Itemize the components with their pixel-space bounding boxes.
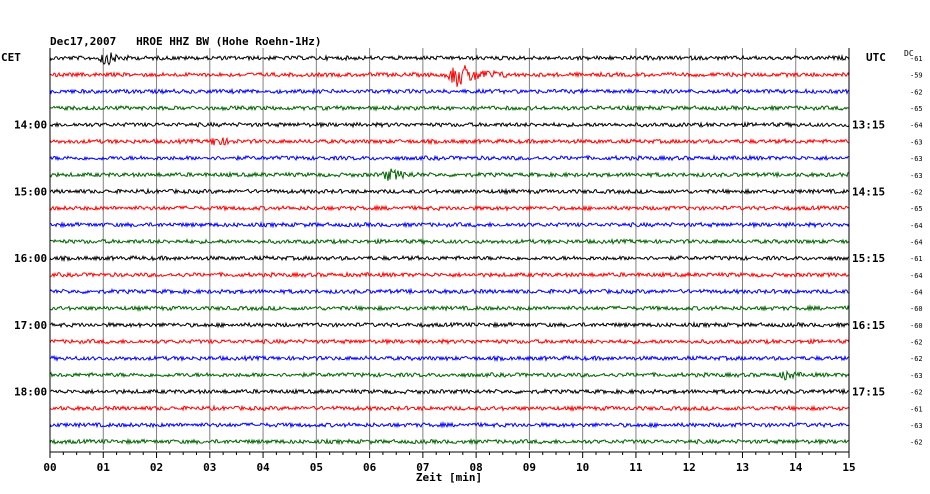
dc-offset-label: -62 — [910, 355, 923, 363]
dc-offset-label: -61 — [910, 55, 923, 63]
x-tick-label: 06 — [363, 461, 377, 474]
dc-offset-label: -62 — [910, 339, 923, 347]
dc-offset-label: -63 — [910, 422, 923, 430]
trace-line — [49, 404, 850, 412]
x-tick-label: 04 — [256, 461, 270, 474]
dc-offset-label: -61 — [910, 255, 923, 263]
dc-offset-label: -64 — [910, 222, 923, 230]
x-tick-label: 14 — [789, 461, 803, 474]
x-tick-label: 00 — [43, 461, 56, 474]
trace-line — [49, 437, 849, 446]
axes — [49, 48, 850, 458]
x-tick-label: 08 — [470, 461, 483, 474]
trace-line — [50, 270, 850, 279]
trace-line — [49, 369, 850, 381]
dc-offset-label: -62 — [910, 188, 923, 196]
trace-line — [49, 237, 850, 246]
trace-line — [49, 354, 850, 363]
labels: 00 01 02 03 04 05 06 07 08 09 10 11 12 13 14 15 -61 -59 -6… — [14, 55, 923, 474]
trace-line — [49, 120, 850, 129]
x-tick-label: 09 — [523, 461, 536, 474]
dc-offset-label: -63 — [910, 372, 923, 380]
left-hour-label: 14:00 — [14, 119, 47, 132]
dc-offset-label: -63 — [910, 172, 923, 180]
trace-line — [49, 168, 850, 181]
trace-line — [49, 420, 850, 429]
right-timezone-label: UTC — [866, 51, 886, 64]
grid — [102, 48, 797, 450]
trace-line — [49, 187, 850, 196]
dc-offset-label: -62 — [910, 88, 923, 96]
trace-line — [49, 204, 850, 212]
x-tick-label: 13 — [736, 461, 749, 474]
trace-line — [50, 65, 850, 87]
left-hour-label: 15:00 — [14, 185, 47, 198]
trace-line — [50, 221, 850, 229]
x-tick-label: 07 — [416, 461, 429, 474]
trace-line — [49, 87, 850, 95]
dc-offset-label: -64 — [910, 238, 923, 246]
dc-offset-label: -60 — [910, 305, 923, 313]
right-hour-label: 16:15 — [852, 319, 885, 332]
dc-offset-label: -62 — [910, 439, 923, 447]
dc-label: DC — [904, 49, 914, 58]
trace-line — [49, 337, 850, 346]
x-tick-label: 03 — [203, 461, 216, 474]
dc-offset-label: -59 — [910, 72, 923, 80]
dc-offset-label: -64 — [910, 122, 923, 130]
trace-line — [49, 254, 850, 263]
trace-line — [49, 52, 850, 66]
trace-line — [49, 304, 850, 312]
x-axis-label: Zeit [min] — [416, 471, 482, 484]
x-tick-label: 01 — [97, 461, 111, 474]
trace-line — [50, 321, 850, 329]
x-tick-label: 10 — [576, 461, 589, 474]
trace-line — [49, 104, 850, 112]
dc-offset-label: -61 — [910, 405, 923, 413]
x-tick-label: 15 — [842, 461, 855, 474]
dc-offset-label: -65 — [910, 205, 923, 213]
right-hour-label: 17:15 — [852, 386, 885, 399]
dc-offset-label: -62 — [910, 389, 923, 397]
trace-line — [49, 136, 850, 146]
left-hour-label: 16:00 — [14, 252, 47, 265]
left-hour-label: 18:00 — [14, 386, 47, 399]
right-hour-label: 15:15 — [852, 252, 885, 265]
dc-offset-label: -60 — [910, 322, 923, 330]
x-tick-label: 11 — [629, 461, 643, 474]
x-tick-label: 12 — [683, 461, 696, 474]
trace-line — [49, 387, 850, 396]
x-tick-label: 02 — [150, 461, 163, 474]
dc-offset-label: -64 — [910, 272, 923, 280]
traces — [49, 52, 850, 446]
right-hour-label: 14:15 — [852, 185, 885, 198]
left-timezone-label: CET — [1, 51, 21, 64]
dc-offset-label: -63 — [910, 155, 923, 163]
left-hour-label: 17:00 — [14, 319, 47, 332]
right-hour-label: 13:15 — [852, 119, 885, 132]
dc-offset-label: -63 — [910, 138, 923, 146]
x-tick-label: 05 — [310, 461, 323, 474]
dc-offset-label: -64 — [910, 289, 923, 297]
trace-line — [49, 154, 850, 162]
dc-offset-label: -65 — [910, 105, 923, 113]
trace-line — [49, 287, 850, 296]
chart-title: Dec17,2007 HROE HHZ BW (Hohe Roehn-1Hz) — [50, 35, 322, 48]
